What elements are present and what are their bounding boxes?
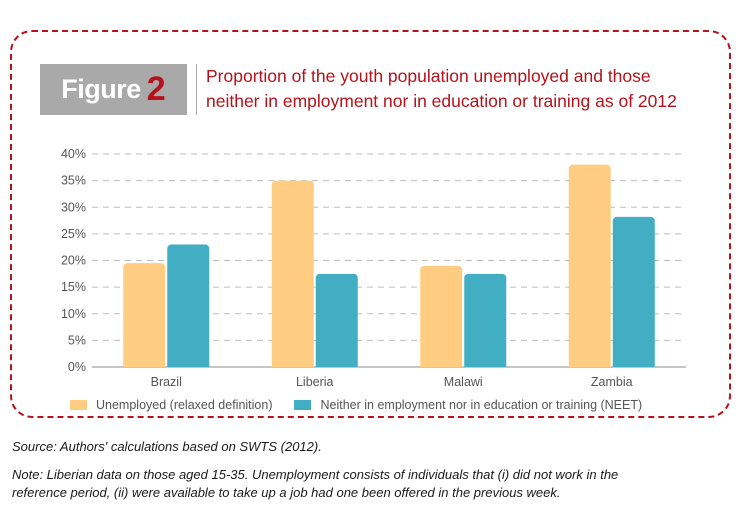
bar-base-unemployed-malawi bbox=[420, 363, 463, 367]
chart-title-line: Proportion of the youth population unemp… bbox=[206, 66, 651, 86]
bar-neet-zambia bbox=[612, 216, 655, 367]
figure-label-tab: Figure 2 bbox=[40, 64, 187, 115]
bar-base-unemployed-liberia bbox=[271, 363, 314, 367]
chart-title-line: neither in employment nor in education o… bbox=[206, 91, 677, 111]
y-tick-label: 40% bbox=[61, 147, 86, 161]
bar-base-neet-liberia bbox=[315, 363, 358, 367]
bar-unemployed-malawi bbox=[420, 265, 463, 367]
figure-label-number: 2 bbox=[146, 70, 166, 108]
x-tick-label: Liberia bbox=[296, 375, 334, 389]
figure-frame bbox=[10, 30, 731, 418]
legend-swatch-neet bbox=[294, 400, 312, 410]
y-tick-label: 15% bbox=[61, 280, 86, 294]
bar-base-neet-brazil bbox=[167, 363, 210, 367]
x-tick-label: Zambia bbox=[591, 375, 633, 389]
bar-base-unemployed-zambia bbox=[568, 363, 611, 367]
bar-base-neet-malawi bbox=[464, 363, 507, 367]
bar-base-neet-zambia bbox=[612, 363, 655, 367]
y-tick-label: 25% bbox=[61, 227, 86, 241]
legend-swatch-unemployed bbox=[70, 400, 87, 410]
y-tick-label: 35% bbox=[61, 174, 86, 188]
y-tick-label: 10% bbox=[61, 307, 86, 321]
bar-unemployed-brazil bbox=[123, 263, 166, 367]
bar-unemployed-zambia bbox=[568, 164, 611, 367]
x-tick-label: Brazil bbox=[151, 375, 182, 389]
y-tick-label: 0% bbox=[68, 360, 86, 374]
note-line: reference period, (ii) were available to… bbox=[12, 485, 561, 500]
note-line: Note: Liberian data on those aged 15-35.… bbox=[12, 467, 619, 482]
bar-neet-liberia bbox=[315, 273, 358, 367]
legend-item-unemployed: Unemployed (relaxed definition) bbox=[70, 398, 272, 412]
title-divider bbox=[196, 64, 197, 115]
bar-neet-malawi bbox=[464, 273, 507, 367]
bar-neet-brazil bbox=[167, 244, 210, 367]
bar-unemployed-liberia bbox=[271, 180, 314, 367]
figure-label-word: Figure bbox=[61, 74, 141, 104]
legend-item-neet: Neither in employment nor in education o… bbox=[294, 398, 642, 412]
bar-base-unemployed-brazil bbox=[123, 363, 166, 367]
y-tick-label: 30% bbox=[61, 200, 86, 214]
legend-label-unemployed: Unemployed (relaxed definition) bbox=[96, 398, 273, 412]
legend-label-neet: Neither in employment nor in education o… bbox=[320, 398, 643, 412]
x-tick-label: Malawi bbox=[444, 375, 483, 389]
y-tick-label: 5% bbox=[68, 333, 86, 347]
source-text: Source: Authors' calculations based on S… bbox=[12, 439, 322, 454]
chart-legend: Unemployed (relaxed definition) Neither … bbox=[70, 396, 642, 414]
y-tick-label: 20% bbox=[61, 254, 86, 268]
note-text: Note: Liberian data on those aged 15-35.… bbox=[12, 466, 727, 502]
chart-title: Proportion of the youth population unemp… bbox=[206, 64, 726, 114]
